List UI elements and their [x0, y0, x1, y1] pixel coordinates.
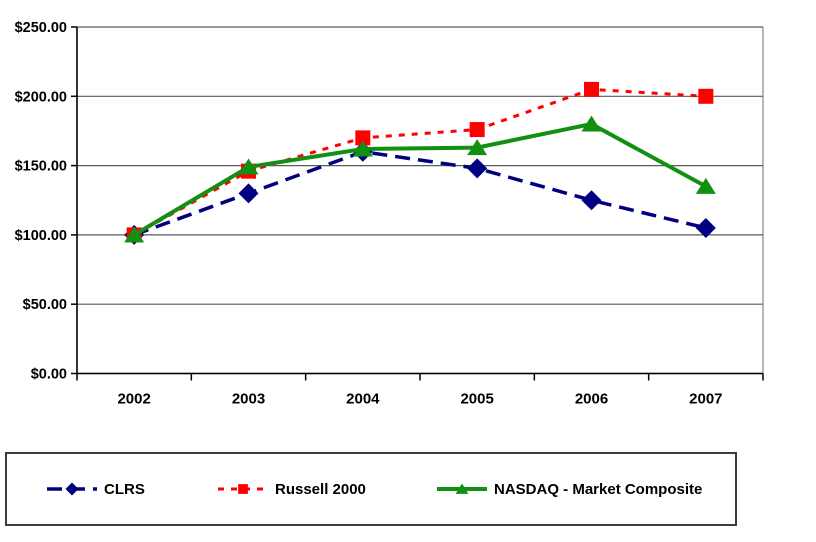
marker-triangle [238, 158, 259, 175]
y-axis-label: $100.00 [15, 228, 67, 244]
legend-sample-svg [47, 482, 97, 496]
marker-diamond [238, 183, 259, 204]
series-line-diamond [133, 149, 707, 237]
marker-triangle [467, 139, 488, 156]
x-axis-label: 2007 [689, 391, 722, 408]
marker-square [238, 484, 248, 494]
marker-triangle [124, 226, 145, 243]
y-axis-label: $150.00 [15, 159, 67, 175]
x-axis-label: 2005 [460, 391, 493, 408]
legend-sample-svg [437, 483, 487, 494]
x-axis-label: 2002 [117, 391, 150, 408]
x-axis-label: 2006 [575, 391, 608, 408]
marker-square [698, 88, 714, 104]
marker-diamond [467, 158, 488, 179]
clrs-line-sample [46, 478, 98, 500]
legend-label-nasdaq: NASDAQ - Market Composite [494, 480, 703, 498]
marker-square [469, 122, 485, 138]
marker-triangle [581, 115, 602, 132]
x-axis-label: 2004 [346, 391, 380, 408]
marker-triangle [455, 483, 469, 494]
y-axis-label: $50.00 [23, 297, 67, 313]
marker-triangle [695, 177, 716, 194]
chart-legend: CLRS Russell 2000 NASDAQ - Market Compos… [5, 452, 737, 526]
y-axis-label: $200.00 [15, 89, 67, 105]
marker-diamond [581, 190, 602, 211]
x-axis-label: 2003 [232, 391, 265, 408]
legend-label-clrs: CLRS [104, 480, 145, 498]
legend-item-russell-2000: Russell 2000 [217, 454, 366, 524]
y-axis-label: $0.00 [31, 367, 67, 383]
marker-square [584, 81, 599, 97]
marker-triangle [352, 140, 373, 157]
legend-item-clrs: CLRS [46, 454, 145, 524]
marker-diamond [65, 482, 79, 496]
series-line-square [133, 87, 706, 237]
performance-line-chart: $250.00 $200.00 $150.00 $100.00 $50.00 $0.00 2… [15, 20, 764, 408]
marker-diamond [695, 217, 716, 238]
russell-2000-line-sample [217, 478, 269, 500]
series-line-triangle [133, 121, 707, 237]
nasdaq-line-sample [436, 478, 488, 500]
legend-sample-svg [218, 484, 268, 494]
legend-label-russell-2000: Russell 2000 [275, 480, 366, 498]
marker-square [355, 130, 371, 146]
legend-item-nasdaq-market-composite: NASDAQ - Market Composite [436, 454, 702, 524]
y-axis-label: $250.00 [15, 20, 67, 36]
